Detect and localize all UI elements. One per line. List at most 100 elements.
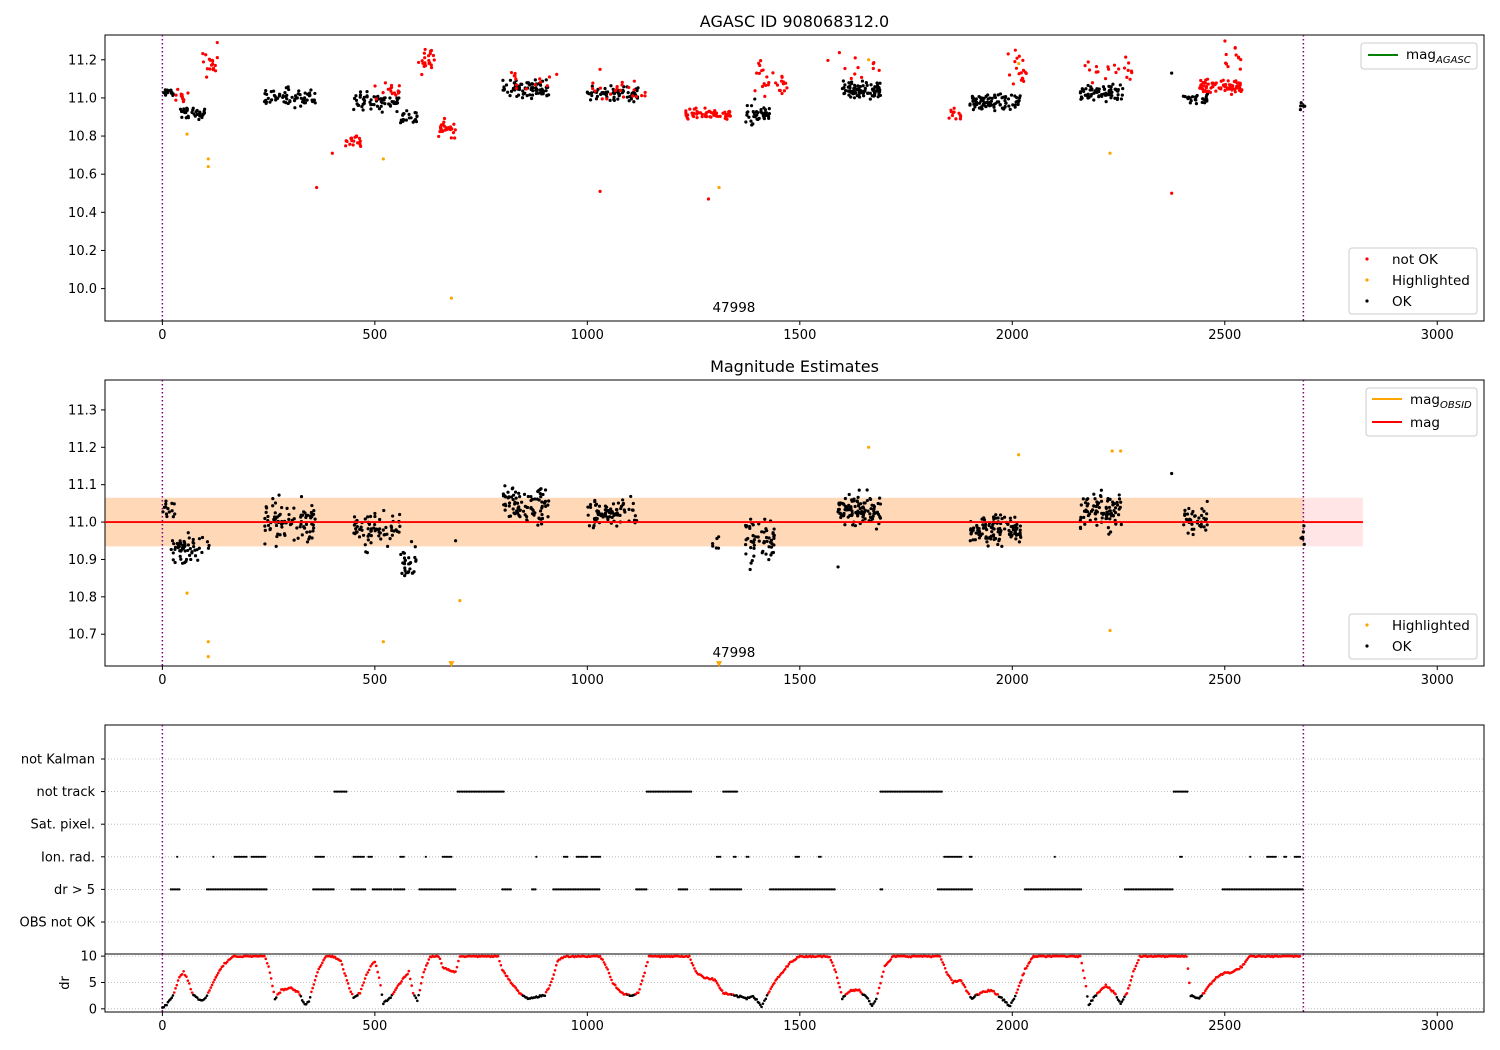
- data-point: [302, 510, 306, 514]
- data-point: [409, 540, 414, 544]
- data-point: [1090, 81, 1095, 85]
- dr-point: [1210, 982, 1213, 985]
- data-point: [852, 96, 857, 100]
- data-point: [597, 504, 602, 508]
- data-point: [1221, 78, 1225, 82]
- data-point: [993, 94, 997, 99]
- data-point: [522, 492, 527, 496]
- data-point: [1181, 94, 1185, 98]
- flag-marker: [825, 888, 828, 891]
- data-point: [1094, 517, 1098, 521]
- data-point: [1204, 85, 1209, 89]
- data-point: [1115, 503, 1120, 507]
- flag-marker: [315, 888, 318, 891]
- dr-point: [416, 999, 419, 1003]
- flag-marker: [681, 790, 684, 793]
- dr-point: [640, 979, 644, 982]
- dr-point: [344, 974, 348, 978]
- data-point: [640, 94, 644, 98]
- flag-marker: [317, 888, 320, 891]
- data-point: [521, 509, 526, 513]
- flag-marker: [343, 790, 346, 793]
- flag-marker: [253, 855, 257, 858]
- data-point: [515, 501, 520, 505]
- data-point: [869, 507, 873, 511]
- data-point: [605, 515, 609, 519]
- dr-point: [841, 997, 844, 1001]
- data-point: [749, 546, 753, 550]
- line-legend: magOBSID mag: [1365, 387, 1478, 437]
- data-point: [391, 514, 395, 518]
- dr-point: [310, 990, 313, 994]
- flag-marker: [380, 888, 383, 891]
- flag-marker: [916, 790, 920, 793]
- data-point: [878, 81, 882, 85]
- data-point: [533, 497, 537, 501]
- data-point: [397, 84, 401, 88]
- data-point: [744, 120, 748, 124]
- flag-marker: [645, 790, 648, 793]
- flag-marker: [381, 888, 385, 891]
- data-point: [504, 83, 509, 87]
- dr-point: [828, 955, 831, 959]
- flag-marker: [1274, 888, 1277, 891]
- data-point: [723, 110, 727, 114]
- data-point: [764, 552, 768, 556]
- data-point: [627, 99, 631, 103]
- data-point: [266, 514, 270, 519]
- data-point: [273, 511, 277, 515]
- data-point: [372, 526, 376, 530]
- flag-marker: [490, 790, 493, 793]
- data-point: [395, 109, 399, 114]
- data-point: [296, 536, 300, 540]
- dr-point: [209, 986, 213, 989]
- dr-point: [1010, 1001, 1013, 1005]
- dr-point: [1134, 964, 1138, 968]
- data-point: [272, 89, 276, 93]
- flag-marker: [363, 888, 367, 891]
- flag-marker: [532, 888, 535, 891]
- data-point: [755, 113, 759, 117]
- data-point: [847, 503, 851, 507]
- y-tick-label: 10: [80, 950, 97, 965]
- data-point: [989, 103, 993, 107]
- obsid-annotation: 47998: [712, 300, 755, 316]
- data-point: [871, 87, 876, 91]
- data-point: [974, 531, 978, 535]
- data-point: [757, 61, 761, 65]
- flag-marker: [940, 790, 943, 793]
- legend-mag-obsid: magOBSID: [1410, 392, 1472, 411]
- flag-marker: [719, 855, 722, 858]
- data-point: [165, 514, 169, 519]
- data-point: [352, 523, 357, 527]
- data-point: [997, 539, 1001, 543]
- flag-marker: [450, 855, 453, 858]
- flag-marker: [715, 855, 719, 858]
- data-point: [369, 527, 373, 531]
- dr-point: [410, 984, 413, 987]
- data-point: [1097, 90, 1101, 94]
- dr-point: [992, 989, 996, 993]
- dr-point: [1080, 961, 1084, 965]
- flag-marker: [362, 855, 365, 858]
- flag-marker: [722, 790, 725, 793]
- dr-point: [942, 963, 946, 967]
- flag-marker: [667, 790, 671, 793]
- flag-marker: [443, 855, 446, 858]
- dr-point: [962, 983, 966, 987]
- data-point: [268, 100, 272, 104]
- dr-point: [274, 996, 278, 999]
- flag-marker: [443, 888, 447, 891]
- data-point: [855, 499, 859, 503]
- data-point: [287, 517, 291, 521]
- dr-point: [1127, 987, 1130, 990]
- data-point: [422, 51, 426, 55]
- dr-point: [176, 979, 180, 982]
- data-point: [868, 91, 872, 95]
- flag-marker: [1260, 888, 1263, 891]
- data-point: [875, 81, 879, 85]
- data-point: [1223, 39, 1227, 43]
- flag-marker: [332, 888, 335, 891]
- dr-point: [786, 965, 789, 968]
- dr-point: [598, 954, 602, 958]
